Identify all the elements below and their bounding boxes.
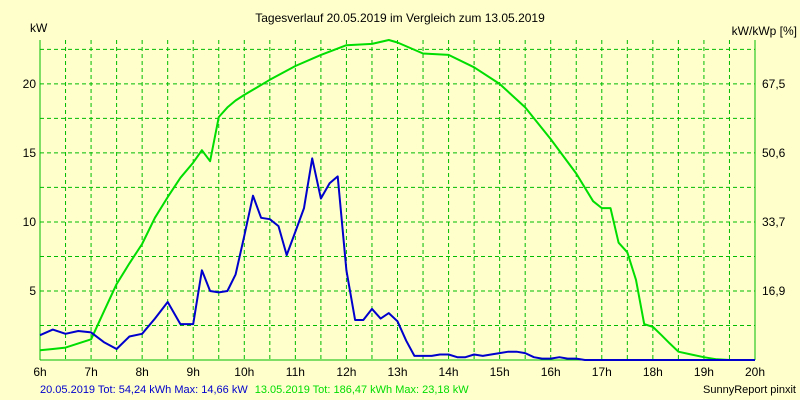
- legend: 20.05.2019 Tot: 54,24 kWh Max: 14,66 kW …: [40, 384, 469, 396]
- legend-entry-series-1: 20.05.2019 Tot: 54,24 kWh Max: 14,66 kW: [40, 384, 248, 396]
- chart-title: Tagesverlauf 20.05.2019 im Vergleich zum…: [255, 11, 545, 25]
- svg-text:20.05.2019 Tot: 54,24 kWh Max:: 20.05.2019 Tot: 54,24 kWh Max: 14,66 kW …: [40, 384, 469, 396]
- y-tick-label: 5: [29, 284, 36, 298]
- y2-tick-label: 50,6: [762, 146, 786, 160]
- x-tick-label: 10h: [234, 365, 254, 379]
- series-line-1: [39, 157, 755, 361]
- x-tick-label: 18h: [643, 365, 663, 379]
- y2-axis-ticks: 16,9 33,7 50,6 67,5: [762, 77, 786, 298]
- x-axis-ticks: 6h 7h 8h 9h 10h 11h 12h 13h 14h 15h 16h 17h 18h 19h 20…: [33, 365, 765, 379]
- x-tick-label: 8h: [135, 365, 148, 379]
- y-tick-label: 10: [23, 215, 37, 229]
- x-tick-label: 11h: [286, 365, 305, 379]
- credit-text: SunnyReport pinxit: [703, 384, 796, 396]
- y-axis-ticks: 5 10 15 20: [23, 77, 37, 298]
- x-tick-label: 13h: [387, 365, 407, 379]
- x-tick-label: 12h: [336, 365, 356, 379]
- y2-tick-label: 67,5: [762, 77, 786, 91]
- x-tick-label: 9h: [187, 365, 200, 379]
- legend-entry-series-2: 13.05.2019 Tot: 186,47 kWh Max: 23,18 kW: [255, 384, 469, 396]
- x-tick-label: 6h: [33, 365, 46, 379]
- x-tick-label: 17h: [592, 365, 612, 379]
- series-layer: [39, 39, 755, 361]
- x-tick-label: 16h: [541, 365, 561, 379]
- y2-tick-label: 33,7: [762, 215, 786, 229]
- y-tick-label: 20: [23, 77, 37, 91]
- y-axis-label: kW: [30, 21, 48, 35]
- plot-frame: [39, 40, 756, 361]
- x-tick-label: 14h: [439, 365, 459, 379]
- y2-tick-label: 16,9: [762, 284, 786, 298]
- x-tick-label: 20h: [745, 365, 765, 379]
- x-tick-label: 19h: [694, 365, 714, 379]
- y2-axis-label: kW/kWp [%]: [732, 24, 797, 38]
- grid-lines: [39, 40, 756, 360]
- x-tick-label: 7h: [84, 365, 97, 379]
- x-tick-label: 15h: [490, 365, 510, 379]
- series-line-2: [39, 39, 755, 361]
- y-tick-label: 15: [23, 146, 37, 160]
